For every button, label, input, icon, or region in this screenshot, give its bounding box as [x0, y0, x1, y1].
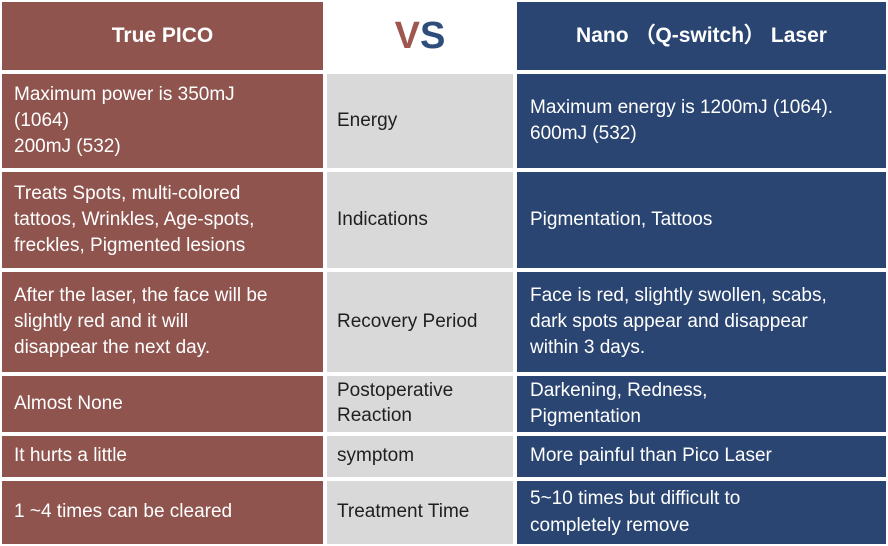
nano-column-header: Nano （Q-switch） Laser	[517, 2, 886, 70]
vs-letter-s: S	[420, 15, 446, 57]
row-symptom-nano-value: More painful than Pico Laser	[517, 436, 886, 477]
row-postoperative-reaction-pico-value: Almost None	[2, 376, 323, 432]
row-indications-nano-value: Pigmentation, Tattoos	[517, 172, 886, 268]
row-treatment-time-label: Treatment Time	[327, 481, 513, 544]
row-treatment-time-pico-value: 1 ~4 times can be cleared	[2, 481, 323, 544]
row-symptom-label: symptom	[327, 436, 513, 477]
row-recovery-period-pico-value: After the laser, the face will be slight…	[2, 272, 323, 372]
row-treatment-time-nano-value: 5~10 times but difficult to completely r…	[517, 481, 886, 544]
row-energy-pico-value: Maximum power is 350mJ (1064) 200mJ (532…	[2, 74, 323, 168]
row-indications-label: Indications	[327, 172, 513, 268]
pico-column-header: True PICO	[2, 2, 323, 70]
vs-letter-v: V	[394, 15, 420, 57]
row-symptom-pico-value: It hurts a little	[2, 436, 323, 477]
row-postoperative-reaction-nano-value: Darkening, Redness, Pigmentation	[517, 376, 886, 432]
row-recovery-period-nano-value: Face is red, slightly swollen, scabs, da…	[517, 272, 886, 372]
row-recovery-period-label: Recovery Period	[327, 272, 513, 372]
row-energy-nano-value: Maximum energy is 1200mJ (1064). 600mJ (…	[517, 74, 886, 168]
row-postoperative-reaction-label: Postoperative Reaction	[327, 376, 513, 432]
row-energy-label: Energy	[327, 74, 513, 168]
row-indications-pico-value: Treats Spots, multi-colored tattoos, Wri…	[2, 172, 323, 268]
